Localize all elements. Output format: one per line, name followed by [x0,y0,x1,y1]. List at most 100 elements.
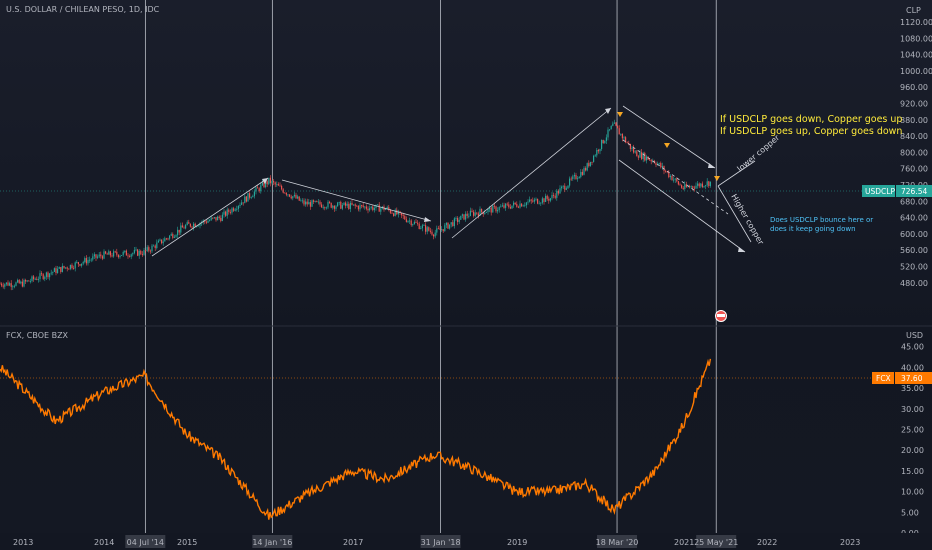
candle-body [535,198,537,200]
question-line2: does it keep going down [770,225,856,233]
candle-body [269,177,271,184]
candle-body [84,258,86,263]
candle-body [143,250,145,255]
year-tick: 2017 [343,538,363,547]
candle-body [409,220,411,222]
candle-body [42,274,44,279]
trend-up-2014[interactable] [151,177,269,257]
candle-body [218,216,220,218]
candle-body [473,211,475,216]
candle-body [141,254,143,255]
candle-body [257,187,259,189]
candle-body [0,283,1,285]
candle-body [255,187,257,192]
candle-body [252,196,254,198]
candle-body [692,186,694,188]
candle-body [359,205,361,210]
candle-body [484,212,486,215]
candle-body [93,254,95,257]
candle-body [289,194,291,197]
candle-body [705,185,707,187]
candle-body [423,225,425,226]
candle-body [477,213,479,216]
candle-body [362,205,364,207]
candle-body [679,184,681,186]
candle-body [687,186,689,188]
top-price-tick: 680.00 [900,197,928,206]
candle-body [189,223,191,227]
candle-body [276,184,278,185]
candle-body [429,230,431,232]
arrow-head [424,217,431,222]
candle-body [514,202,516,205]
candle-body [266,181,268,185]
candle-body [621,133,623,139]
candle-body [605,137,607,141]
candle-body [609,129,611,131]
pivot-marker[interactable] [664,143,670,148]
candle-body [596,149,598,156]
candle-body [588,163,590,167]
candle-body [583,168,585,175]
candle-body [49,273,51,278]
candle-body [221,214,223,221]
candle-body [613,122,615,124]
higher-copper-label: Higher copper [729,193,766,247]
candle-body [186,222,188,226]
higher-copper-arrow[interactable] [717,185,752,243]
candle-body [668,172,670,178]
candle-body [98,254,100,257]
candle-body [89,259,91,261]
candle-body [117,254,119,258]
candle-body [369,208,371,211]
candle-body [1,283,3,286]
candle-body [338,201,340,203]
channel-top[interactable] [622,105,716,169]
candle-body [353,204,355,206]
candle-body [529,199,531,202]
candle-body [28,280,30,282]
channel-bottom[interactable] [618,159,746,253]
pivot-marker[interactable] [714,176,720,181]
candle-body [455,218,457,219]
trend-down-2016[interactable] [281,179,432,222]
earnings-flag-icon[interactable] [715,310,727,322]
candle-body [61,265,63,272]
pivot-marker[interactable] [617,112,623,117]
candle-body [111,255,113,257]
candle-body [137,249,139,256]
trend-up-2018[interactable] [451,107,612,239]
annotation-line1: If USDCLP goes down, Copper goes up [720,114,902,125]
candle-body [215,217,217,221]
candle-body [297,196,299,199]
candle-body [434,232,436,237]
candle-body [700,183,702,187]
top-price-tick: 920.00 [900,100,928,109]
candle-body [263,182,265,188]
candle-body [58,267,60,269]
candle-body [681,185,683,188]
lower-copper-arrow[interactable] [717,160,756,187]
candle-body [157,240,159,243]
candle-body [562,185,564,187]
candle-body [18,280,20,284]
candle-body [250,197,252,199]
bottom-price-tick: 25.00 [901,426,924,435]
top-price-tick: 880.00 [900,116,928,125]
candle-body [220,217,222,221]
candle-body [2,285,4,287]
time-axis[interactable]: 2013 2014 2015 2017 2019 2021 2022 2023 04 Jul '… [0,533,932,550]
top-price-tick: 600.00 [900,230,928,239]
year-tick: 2015 [177,538,197,547]
channel-mid[interactable] [622,139,729,215]
candle-body [573,174,575,177]
candle-body [671,175,673,181]
candle-body [401,212,403,216]
candle-body [565,188,567,190]
candle-body [53,268,55,272]
candle-body [122,251,124,256]
bottom-price-tick: 15.00 [901,467,924,476]
candle-body [415,221,417,223]
date-marker-tag [125,535,166,548]
